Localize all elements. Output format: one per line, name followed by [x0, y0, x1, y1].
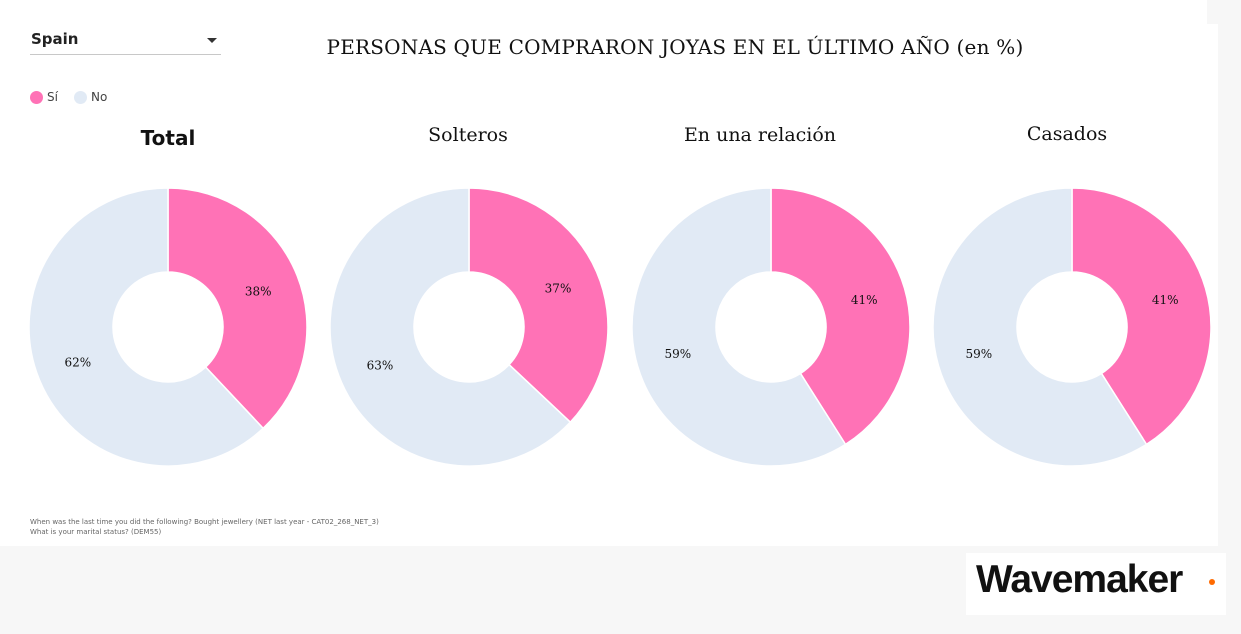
chart-title-solteros: Solteros [428, 124, 508, 146]
brand-logo-text: Wavemaker [976, 558, 1183, 601]
donut-label-3-si: 41% [1152, 293, 1179, 307]
chevron-down-icon [207, 38, 217, 43]
donut-label-2-no: 59% [665, 347, 692, 361]
donut-slice-2-si[interactable] [770, 187, 911, 446]
donut-slice-1-no[interactable] [329, 187, 572, 467]
chart-title-relacion: En una relación [683, 124, 837, 146]
footnote-question-2: What is your marital status? (DEM55) [30, 528, 162, 536]
donut-label-0-no: 62% [64, 356, 91, 370]
donut-label-1-si: 37% [545, 281, 572, 295]
donut-label-1-no: 63% [367, 359, 394, 373]
donut-slice-0-no[interactable] [28, 187, 265, 467]
page-title: PERSONAS QUE COMPRARON JOYAS EN EL ÚLTIM… [326, 35, 1024, 59]
donut-slice-0-si[interactable] [167, 187, 308, 430]
donut-label-3-no: 59% [966, 347, 993, 361]
legend-no-swatch [74, 90, 87, 104]
country-dropdown-value: Spain [31, 30, 79, 48]
brand-logo: Wavemaker [966, 553, 1226, 615]
chart-title-total: Total [140, 126, 196, 150]
legend-item-no[interactable]: No [74, 88, 107, 106]
brand-logo-dot [1209, 579, 1215, 585]
donut-slice-2-no[interactable] [631, 187, 847, 467]
legend-separator: / [92, 91, 96, 102]
legend-item-si[interactable]: Sí [30, 88, 58, 106]
legend-si-label: Sí [47, 90, 58, 104]
donut-slice-3-no[interactable] [932, 187, 1148, 467]
donut-label-0-si: 38% [245, 284, 272, 298]
country-dropdown[interactable]: Spain [30, 26, 221, 55]
donut-slice-3-si[interactable] [1071, 187, 1212, 446]
footnote-question-1: When was the last time you did the follo… [30, 518, 379, 526]
legend-si-swatch [30, 90, 43, 104]
legend-no-label: No [91, 90, 108, 104]
chart-title-casados: Casados [1026, 123, 1108, 145]
donut-slice-1-si[interactable] [468, 187, 609, 424]
edge-strip [1207, 0, 1218, 24]
donut-label-2-si: 41% [851, 293, 878, 307]
